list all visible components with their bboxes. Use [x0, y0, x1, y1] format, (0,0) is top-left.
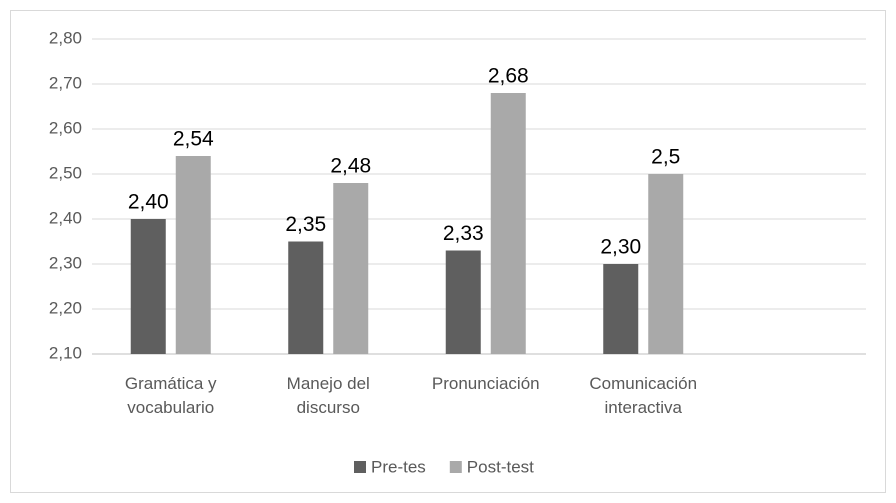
value-label: 2,48 — [330, 155, 371, 178]
y-tick-label: 2,30 — [49, 253, 82, 272]
y-tick-label: 2,40 — [49, 208, 82, 227]
bar — [288, 241, 324, 354]
legend-label: Post-test — [467, 457, 534, 476]
bar — [490, 93, 526, 354]
x-tick-label: Gramática y vocabulario — [124, 374, 217, 417]
legend-swatch — [354, 461, 366, 473]
y-tick-label: 2,60 — [49, 118, 82, 137]
legend-label: Pre-tes — [371, 457, 426, 476]
x-tick-label: Pronunciación — [431, 374, 540, 393]
y-tick-label: 2,70 — [49, 73, 82, 92]
bar — [333, 183, 369, 354]
y-tick-label: 2,50 — [49, 163, 82, 182]
y-tick-label: 2,80 — [49, 28, 82, 47]
value-label: 2,35 — [285, 213, 326, 236]
value-label: 2,40 — [128, 191, 169, 214]
bar — [648, 174, 684, 354]
value-label: 2,54 — [173, 128, 214, 151]
x-tick-label: Manejo del discurso — [286, 374, 370, 417]
bar — [445, 250, 481, 354]
value-label: 2,5 — [651, 146, 680, 169]
y-tick-label: 2,20 — [49, 298, 82, 317]
legend-swatch — [449, 461, 462, 473]
value-label: 2,33 — [443, 222, 484, 245]
x-tick-label: Comunicación interactiva — [589, 374, 698, 417]
bar — [130, 219, 166, 354]
value-label: 2,68 — [488, 65, 529, 88]
value-label: 2,30 — [600, 236, 641, 259]
y-tick-label: 2,10 — [49, 343, 82, 362]
bar — [175, 156, 211, 354]
bar — [603, 264, 639, 354]
